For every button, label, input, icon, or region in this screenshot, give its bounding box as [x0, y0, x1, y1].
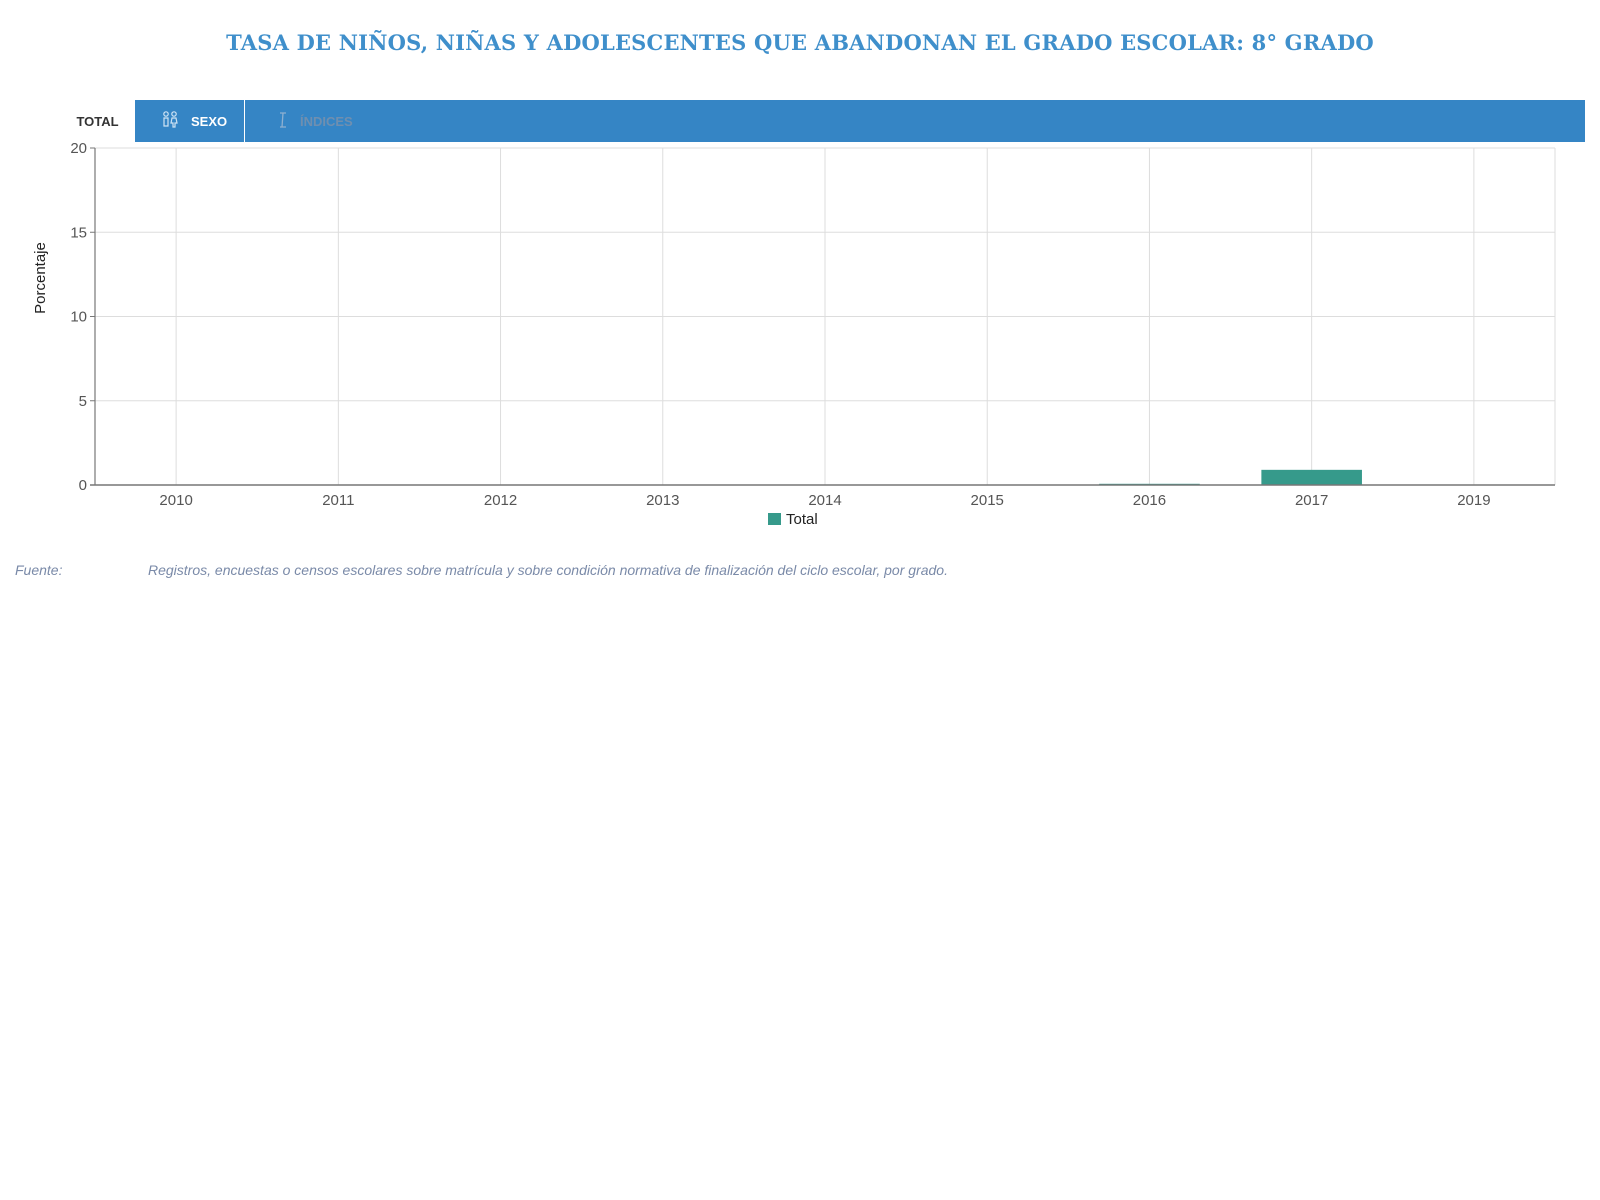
- y-axis-label: Porcentaje: [32, 242, 49, 314]
- y-tick-label: 20: [70, 140, 87, 157]
- tab-indices[interactable]: ÍNDICES: [246, 100, 406, 142]
- x-tick-label: 2019: [1457, 492, 1490, 509]
- chart-title: TASA DE NIÑOS, NIÑAS Y ADOLESCENTES QUE …: [226, 30, 1374, 55]
- tab-total[interactable]: TOTAL: [60, 100, 135, 142]
- tab-bar: SEXO ÍNDICES: [135, 100, 1585, 142]
- tick-labels: 0 5 10 15 20 2010 2011 2012 2013 2014 2015 2016 2017…: [70, 140, 1490, 509]
- tab-indices-label: ÍNDICES: [300, 113, 353, 129]
- tab-total-label: TOTAL: [76, 113, 119, 129]
- y-tick-label: 5: [79, 393, 87, 410]
- y-tick-label: 0: [79, 477, 87, 494]
- grid: [95, 147, 1556, 486]
- legend-label: Total: [786, 511, 818, 528]
- x-tick-label: 2015: [971, 492, 1004, 509]
- legend[interactable]: Total: [768, 511, 818, 528]
- x-tick-label: 2010: [159, 492, 192, 509]
- source-text: Registros, encuestas o censos escolares …: [148, 562, 948, 578]
- axes: [90, 147, 1555, 486]
- tab-sexo-label: SEXO: [191, 113, 228, 129]
- source-label: Fuente:: [15, 562, 63, 578]
- x-tick-label: 2017: [1295, 492, 1328, 509]
- bar-chart: 0 5 10 15 20 2010 2011 2012 2013 2014 2015 2016 2017…: [32, 140, 1556, 528]
- legend-swatch: [768, 513, 781, 525]
- y-tick-label: 15: [70, 224, 87, 241]
- x-tick-label: 2013: [646, 492, 679, 509]
- x-tick-label: 2016: [1133, 492, 1166, 509]
- x-tick-label: 2011: [322, 492, 354, 509]
- y-tick-label: 10: [70, 309, 87, 326]
- index-icon: [278, 111, 288, 131]
- people-icon: [161, 110, 179, 132]
- bar[interactable]: [1261, 469, 1362, 485]
- x-tick-label: 2012: [484, 492, 517, 509]
- tab-sexo[interactable]: SEXO: [135, 100, 245, 142]
- bars: [1099, 469, 1362, 485]
- x-tick-label: 2014: [808, 492, 841, 509]
